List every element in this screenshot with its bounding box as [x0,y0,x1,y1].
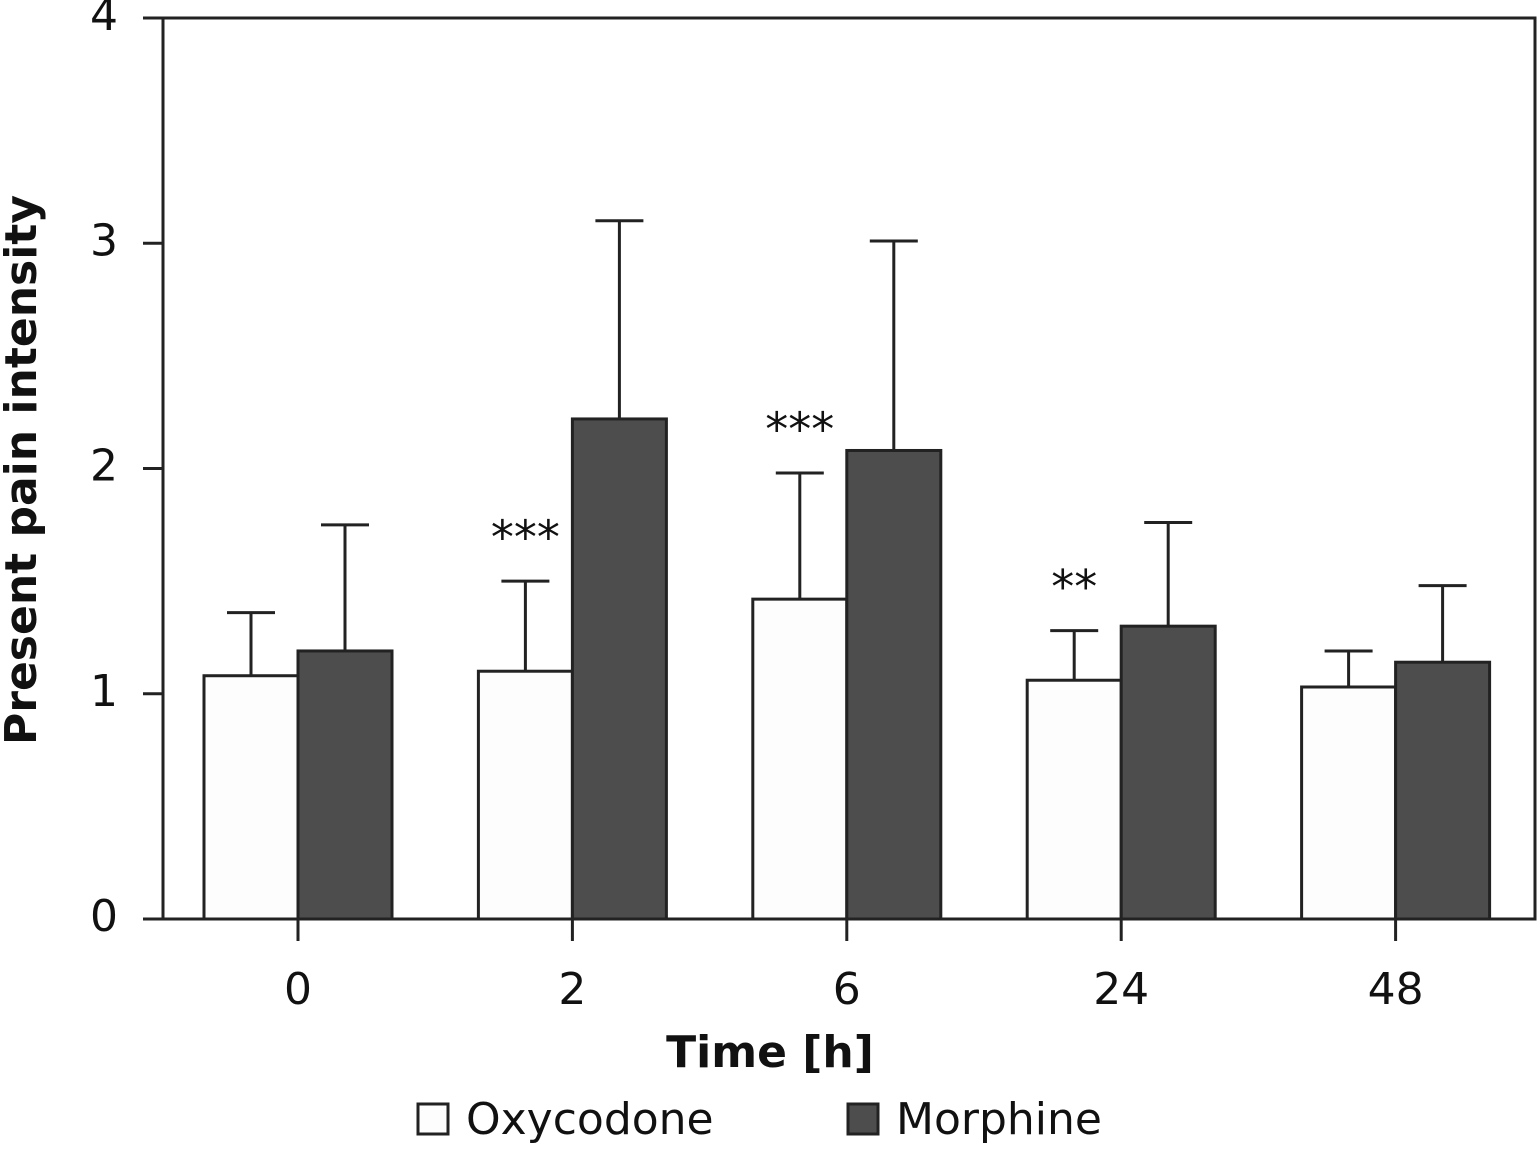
x-tick-label: 24 [1093,964,1149,1015]
y-tick-label: 1 [90,666,118,717]
significance-label: *** [491,511,560,565]
bar [1300,685,1398,921]
bar [845,448,943,921]
x-axis-title: Time [h] [666,1027,874,1078]
bar [751,597,849,921]
significance-label: *** [765,403,834,457]
legend-label: Morphine [896,1094,1102,1145]
legend-swatch [846,1102,880,1136]
bar [202,674,300,921]
y-tick-label: 4 [90,0,118,41]
y-tick-label: 0 [90,891,118,942]
x-tick-label: 2 [558,964,586,1015]
bar [1025,678,1123,921]
bar [1119,624,1217,921]
bar [476,669,574,921]
y-tick-label: 2 [90,441,118,492]
x-tick-label: 6 [833,964,861,1015]
y-tick-label: 3 [90,215,118,266]
bar [570,417,668,921]
legend-label: Oxycodone [466,1094,714,1145]
y-axis-title: Present pain intensity [0,195,47,745]
x-tick-label: 48 [1368,964,1424,1015]
bar [296,649,394,921]
x-tick-label: 0 [284,964,312,1015]
significance-label: ** [1051,560,1097,614]
bar [1394,660,1492,921]
legend-swatch [416,1102,450,1136]
